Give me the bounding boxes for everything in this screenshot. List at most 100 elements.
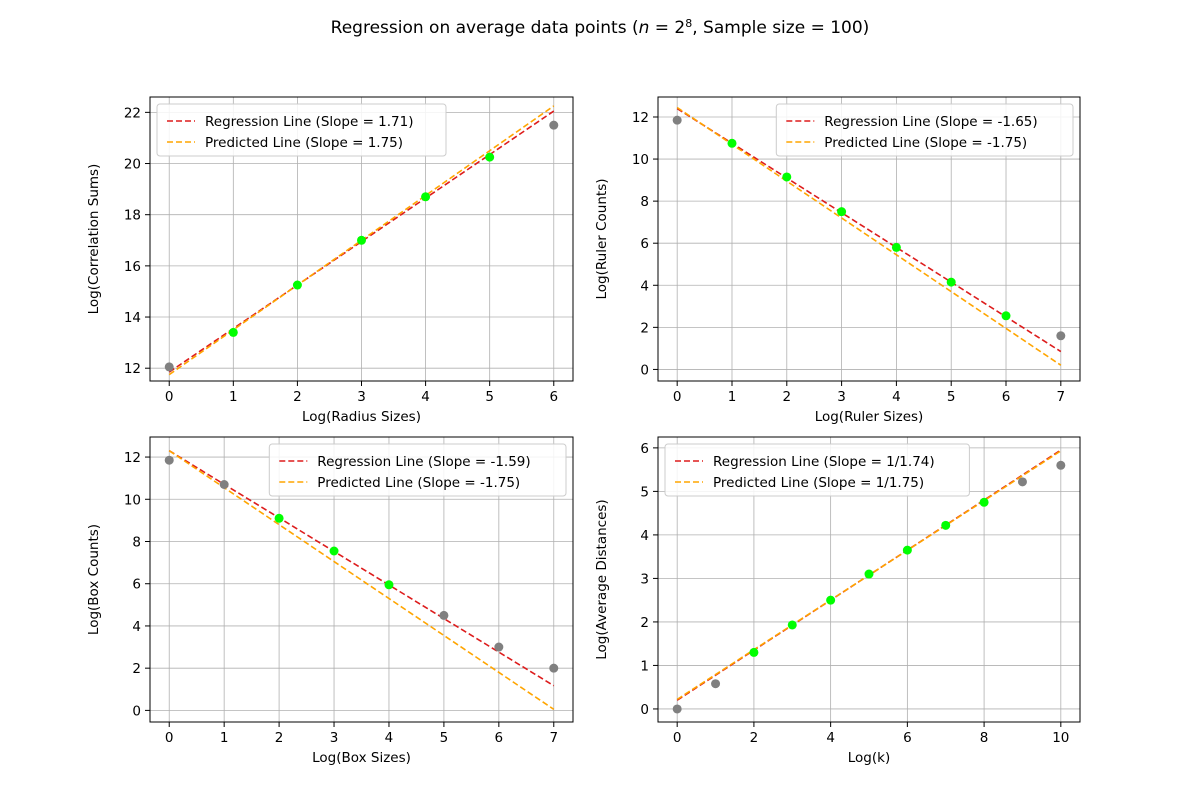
x-tick-label: 2 xyxy=(782,389,791,405)
predicted-legend-label: Predicted Line (Slope = 1.75) xyxy=(205,135,403,151)
excluded-point xyxy=(219,480,229,489)
plot-area xyxy=(672,106,1066,366)
axes-frame xyxy=(149,96,574,382)
fit-point xyxy=(485,152,495,162)
x-tick-label: 3 xyxy=(837,389,846,405)
legend: Regression Line (Slope = 1/1.74) Predicte… xyxy=(664,443,970,497)
y-tick-label: 4 xyxy=(640,278,649,294)
legend-box xyxy=(664,443,970,497)
y-tick-label: 1 xyxy=(640,658,649,674)
y-tick-label: 0 xyxy=(640,362,649,378)
excluded-point xyxy=(164,455,174,465)
y-tick-label: 5 xyxy=(640,484,649,500)
legend: Regression Line (Slope = -1.59) Predicted… xyxy=(268,443,567,497)
y-tick-label: 3 xyxy=(640,571,649,587)
x-tick-label: 5 xyxy=(947,389,956,405)
x-tick-label: 7 xyxy=(549,730,558,746)
fit-point xyxy=(826,595,836,605)
regression-legend-label: Regression Line (Slope = -1.59) xyxy=(317,454,530,470)
regression-line xyxy=(676,107,1062,353)
x-axis-label: Log(k) xyxy=(848,750,890,766)
y-tick-label: 10 xyxy=(124,492,141,508)
fit-point xyxy=(941,520,951,530)
axes-frame xyxy=(657,436,1081,723)
plot-area xyxy=(164,105,559,376)
y-axis-label: Log(Correlation Sums) xyxy=(86,164,102,315)
x-tick-label: 2 xyxy=(750,730,759,746)
excluded-point xyxy=(1056,331,1066,341)
y-tick-label: 22 xyxy=(124,105,141,121)
fit-point xyxy=(228,327,238,337)
x-axis-label: Log(Radius Sizes) xyxy=(302,409,421,425)
x-axis-label: Log(Box Sizes) xyxy=(312,750,411,766)
y-tick-label: 18 xyxy=(124,208,141,224)
excluded-point xyxy=(711,679,721,689)
x-tick-label: 1 xyxy=(220,730,229,746)
x-tick-label: 0 xyxy=(165,389,174,405)
fit-point xyxy=(787,620,797,630)
fit-point xyxy=(749,647,759,657)
panel-average-distances: 0 2 4 6 8 10 0 1 2 3 4 5 6 Log(k) Log(Average Distance… xyxy=(594,436,1081,766)
fit-point xyxy=(357,235,366,245)
y-tick-label: 4 xyxy=(640,528,649,544)
regression-legend-label: Regression Line (Slope = 1.71) xyxy=(205,114,414,130)
y-tick-label: 0 xyxy=(640,702,649,718)
y-tick-label: 2 xyxy=(640,615,649,631)
plot-area xyxy=(672,449,1066,714)
excluded-point xyxy=(1056,460,1066,470)
excluded-point xyxy=(549,663,559,673)
x-tick-label: 4 xyxy=(892,389,901,405)
excluded-point xyxy=(1017,477,1027,487)
x-tick-label: 1 xyxy=(728,389,737,405)
plot-area xyxy=(164,450,559,710)
predicted-line xyxy=(676,106,1062,366)
x-tick-label: 6 xyxy=(495,730,504,746)
y-axis-label: Log(Box Counts) xyxy=(86,524,102,635)
y-tick-label: 8 xyxy=(132,535,141,551)
y-tick-label: 10 xyxy=(632,152,649,168)
x-tick-label: 6 xyxy=(549,389,558,405)
excluded-point xyxy=(672,115,682,125)
x-tick-label: 0 xyxy=(673,389,682,405)
predicted-legend-label: Predicted Line (Slope = -1.75) xyxy=(317,475,520,491)
axes-frame xyxy=(149,436,574,723)
fit-point xyxy=(946,277,956,287)
excluded-point xyxy=(164,362,174,372)
y-axis-label: Log(Ruler Counts) xyxy=(594,179,610,300)
excluded-point xyxy=(494,642,504,652)
y-tick-label: 6 xyxy=(132,577,141,593)
y-tick-label: 6 xyxy=(640,236,649,252)
legend: Regression Line (Slope = 1.71) Predicted … xyxy=(156,103,447,157)
y-tick-label: 2 xyxy=(132,661,141,677)
y-tick-label: 12 xyxy=(632,110,649,126)
predicted-legend-label: Predicted Line (Slope = 1/1.75) xyxy=(713,475,924,491)
y-tick-label: 4 xyxy=(132,619,141,635)
excluded-point xyxy=(672,704,682,714)
x-tick-label: 4 xyxy=(385,730,394,746)
fit-point xyxy=(292,280,302,290)
figure-title: Regression on average data points (n = 2… xyxy=(331,17,870,39)
fit-point xyxy=(979,497,989,507)
fit-point xyxy=(902,545,912,555)
fit-point xyxy=(864,569,874,579)
x-tick-label: 5 xyxy=(440,730,449,746)
y-tick-label: 14 xyxy=(124,310,141,326)
x-tick-label: 6 xyxy=(903,730,912,746)
x-tick-label: 2 xyxy=(275,730,284,746)
y-tick-label: 6 xyxy=(640,441,649,457)
fit-point xyxy=(384,580,394,590)
legend-box xyxy=(156,103,447,157)
x-tick-label: 2 xyxy=(293,389,302,405)
x-tick-label: 3 xyxy=(357,389,366,405)
y-tick-label: 0 xyxy=(132,703,141,719)
fit-point xyxy=(727,138,737,148)
y-tick-label: 12 xyxy=(124,450,141,466)
y-tick-label: 12 xyxy=(124,361,141,377)
legend: Regression Line (Slope = -1.65) Predicted… xyxy=(775,103,1074,157)
fit-point xyxy=(782,172,792,182)
legend-box xyxy=(775,103,1074,157)
x-tick-label: 4 xyxy=(421,389,430,405)
